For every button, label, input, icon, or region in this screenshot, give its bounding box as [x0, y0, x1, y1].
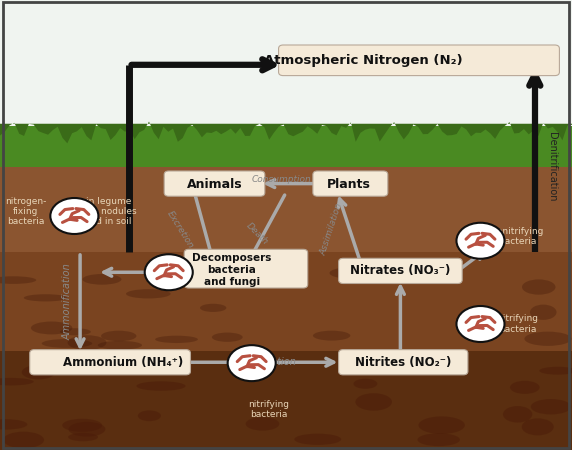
Text: in legume
root nodules
and in soil: in legume root nodules and in soil	[81, 197, 137, 226]
Bar	[0, 252, 572, 351]
Ellipse shape	[456, 306, 505, 342]
Bar	[0, 166, 572, 252]
Ellipse shape	[228, 345, 276, 381]
Ellipse shape	[355, 393, 392, 411]
Ellipse shape	[42, 339, 92, 348]
Text: Atmospheric Nitrogen (N₂): Atmospheric Nitrogen (N₂)	[264, 54, 463, 67]
Text: Nitrates (NO₃⁻): Nitrates (NO₃⁻)	[350, 265, 451, 277]
FancyBboxPatch shape	[339, 350, 468, 375]
Ellipse shape	[0, 276, 36, 284]
Text: Animals: Animals	[186, 178, 243, 191]
Ellipse shape	[31, 321, 73, 334]
Ellipse shape	[381, 264, 412, 273]
Ellipse shape	[522, 418, 554, 436]
Ellipse shape	[503, 406, 533, 423]
Ellipse shape	[510, 381, 539, 394]
Ellipse shape	[145, 254, 193, 290]
Text: Death: Death	[245, 221, 270, 247]
Ellipse shape	[295, 434, 341, 445]
Ellipse shape	[101, 331, 137, 341]
Bar	[0, 126, 572, 171]
FancyBboxPatch shape	[164, 171, 265, 196]
Ellipse shape	[353, 379, 378, 389]
Text: Denitrification: Denitrification	[547, 132, 557, 201]
Ellipse shape	[68, 433, 98, 441]
Text: nitrifying
bacteria: nitrifying bacteria	[248, 400, 289, 419]
Ellipse shape	[530, 305, 557, 320]
Ellipse shape	[60, 328, 91, 335]
Ellipse shape	[419, 416, 465, 434]
Text: Assimilation: Assimilation	[319, 202, 344, 257]
Bar	[0, 351, 572, 450]
Ellipse shape	[24, 294, 67, 302]
Ellipse shape	[522, 279, 555, 295]
Ellipse shape	[138, 410, 161, 421]
Ellipse shape	[136, 381, 185, 391]
Ellipse shape	[50, 198, 98, 234]
Ellipse shape	[313, 331, 350, 341]
Text: Nitrites (NO₂⁻): Nitrites (NO₂⁻)	[355, 356, 451, 369]
Ellipse shape	[0, 419, 27, 430]
Ellipse shape	[459, 328, 501, 336]
Ellipse shape	[62, 419, 102, 432]
Bar	[0, 0, 572, 126]
Ellipse shape	[82, 274, 121, 285]
FancyBboxPatch shape	[30, 350, 190, 375]
Ellipse shape	[245, 417, 279, 431]
Ellipse shape	[69, 422, 105, 436]
Ellipse shape	[67, 335, 106, 350]
FancyBboxPatch shape	[339, 258, 462, 284]
Ellipse shape	[525, 332, 571, 346]
Ellipse shape	[212, 333, 243, 342]
Ellipse shape	[98, 341, 142, 350]
FancyBboxPatch shape	[279, 45, 559, 76]
Ellipse shape	[329, 267, 368, 279]
Ellipse shape	[155, 336, 198, 343]
FancyBboxPatch shape	[184, 249, 308, 288]
Text: nitrifying
bacteria: nitrifying bacteria	[497, 314, 538, 334]
Ellipse shape	[3, 432, 44, 448]
Ellipse shape	[539, 367, 572, 375]
Text: denitrifying
bacteria: denitrifying bacteria	[491, 226, 544, 246]
Polygon shape	[0, 122, 572, 144]
FancyBboxPatch shape	[313, 171, 388, 196]
Ellipse shape	[456, 223, 505, 259]
Text: Decomposers
bacteria
and fungi: Decomposers bacteria and fungi	[192, 253, 271, 287]
Ellipse shape	[200, 304, 227, 312]
Ellipse shape	[418, 433, 460, 446]
Ellipse shape	[0, 378, 34, 386]
Text: Plants: Plants	[327, 178, 371, 191]
Text: Consumption: Consumption	[252, 176, 312, 184]
Ellipse shape	[22, 365, 55, 379]
Text: nitrogen-
fixing
bacteria: nitrogen- fixing bacteria	[5, 197, 46, 226]
Ellipse shape	[126, 289, 170, 298]
Text: Excretion: Excretion	[165, 209, 195, 250]
Ellipse shape	[531, 399, 571, 414]
Text: Ammonium (NH₄⁺): Ammonium (NH₄⁺)	[63, 356, 183, 369]
Text: Ammonification: Ammonification	[62, 263, 73, 340]
Text: Nitrification: Nitrification	[239, 357, 296, 367]
